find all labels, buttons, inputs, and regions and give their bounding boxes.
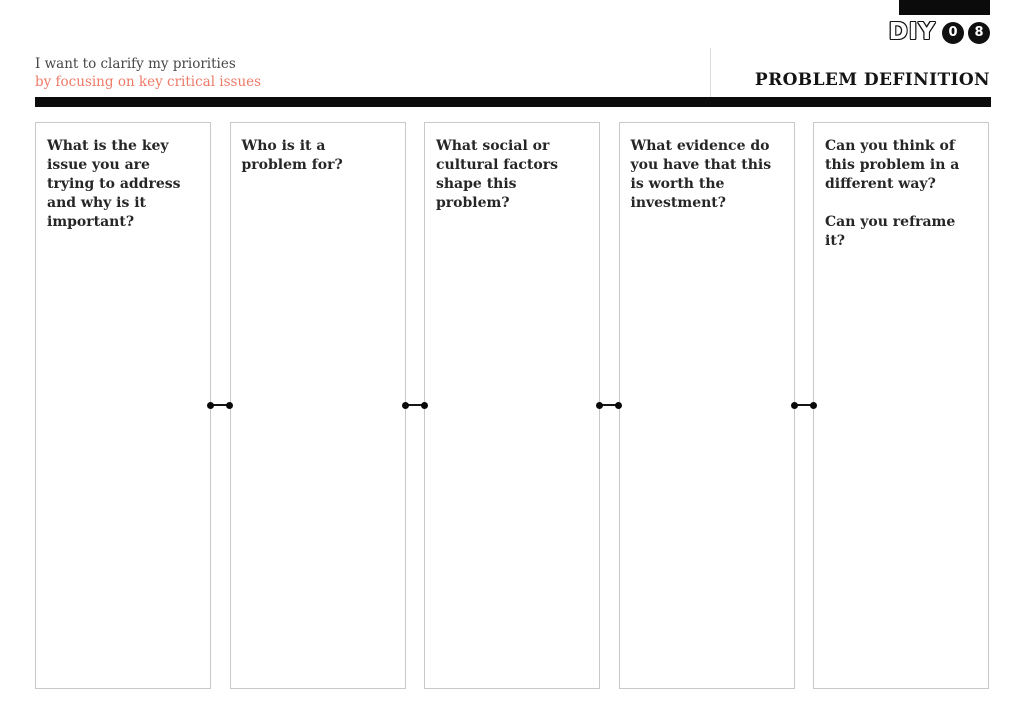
header-rule	[35, 97, 991, 107]
column-problem-for: Who is it a problem for?	[229, 122, 406, 689]
diy-logo: DIY 0 8	[889, 21, 990, 44]
column-question: Who is it a problem for?	[241, 138, 343, 173]
column-social-factors: What social or cultural factors shape th…	[424, 122, 600, 689]
column-reframe: Can you think of this problem in a diffe…	[813, 122, 989, 689]
question-columns: What is the key issue you are trying to …	[35, 122, 989, 689]
digit-badge-icon: 0	[942, 21, 964, 44]
column-question: Can you reframe it?	[825, 214, 956, 249]
column-question: What evidence do you have that this is w…	[630, 138, 772, 211]
column-question: What is the key issue you are trying to …	[47, 138, 181, 230]
statement-line-2: by focusing on key critical issues	[35, 74, 262, 90]
digit-badge-icon: 8	[968, 21, 990, 44]
column-question: Can you think of this problem in a diffe…	[825, 138, 960, 192]
diy-brand-text: DIY	[888, 19, 936, 45]
dumbbell-connector-icon	[207, 401, 233, 409]
statement-line-1: I want to clarify my priorities	[35, 56, 236, 72]
column-evidence: What evidence do you have that this is w…	[618, 122, 795, 689]
column-question: What social or cultural factors shape th…	[436, 138, 558, 211]
header-divider	[710, 48, 711, 97]
dumbbell-connector-icon	[596, 401, 622, 409]
top-black-rectangle	[899, 0, 990, 15]
dumbbell-connector-icon	[402, 401, 428, 409]
column-key-issue: What is the key issue you are trying to …	[35, 122, 211, 689]
page-title: PROBLEM DEFINITION	[754, 70, 990, 90]
dumbbell-connector-icon	[791, 401, 817, 409]
intent-statement: I want to clarify my priorities by focus…	[35, 55, 261, 91]
